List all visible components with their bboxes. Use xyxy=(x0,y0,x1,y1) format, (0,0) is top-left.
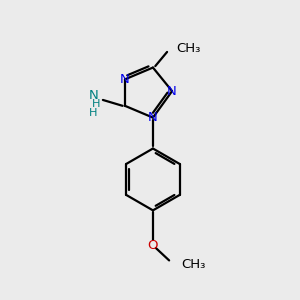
Text: N: N xyxy=(167,85,177,98)
Text: H: H xyxy=(89,108,98,118)
Text: CH₃: CH₃ xyxy=(176,42,201,55)
Text: O: O xyxy=(148,239,158,252)
Text: N: N xyxy=(120,73,130,86)
Text: N: N xyxy=(88,89,98,102)
Text: CH₃: CH₃ xyxy=(181,258,205,271)
Text: N: N xyxy=(148,111,158,124)
Text: H: H xyxy=(92,99,101,110)
